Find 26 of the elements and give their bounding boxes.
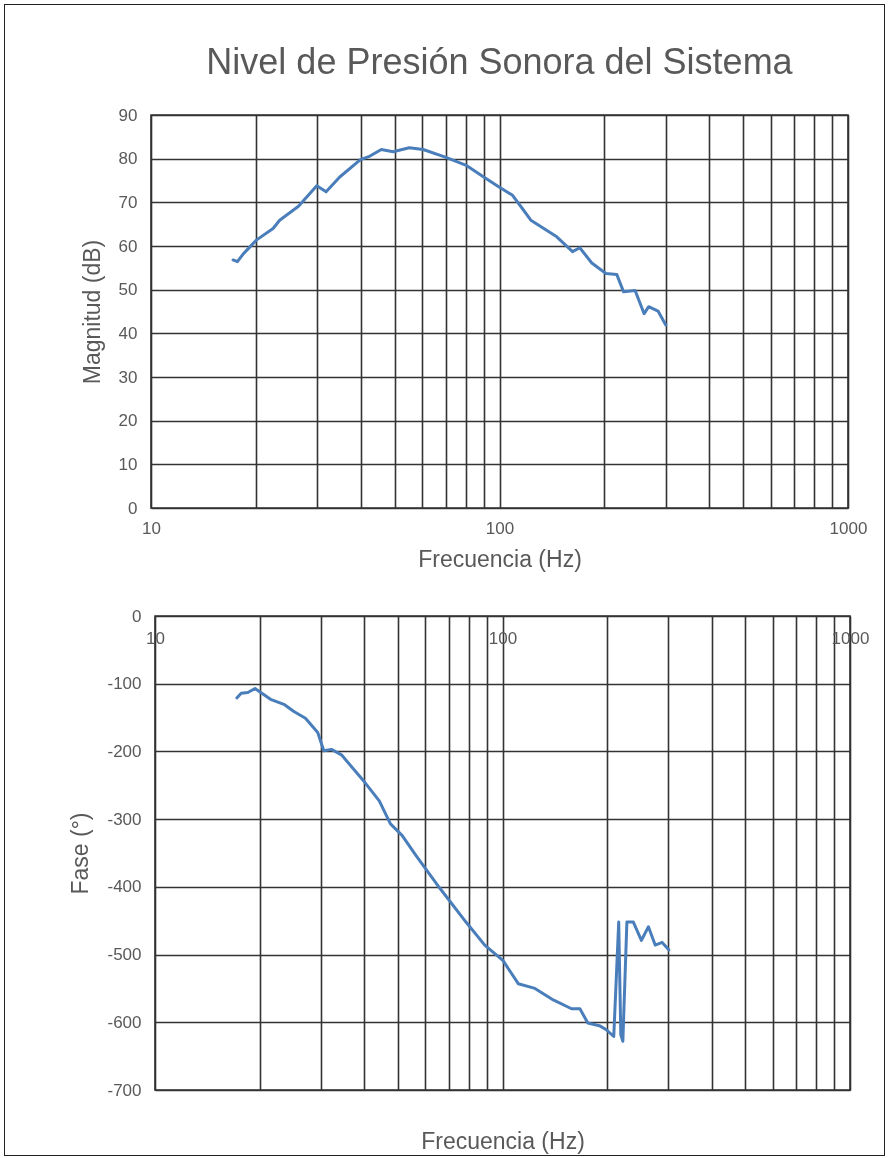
x-axis-title: Frecuencia (Hz) <box>418 545 582 572</box>
y-tick-label: -600 <box>107 1012 142 1032</box>
y-tick-label: 30 <box>118 367 138 387</box>
y-tick-label: 40 <box>118 323 138 343</box>
y-tick-label: -200 <box>107 741 142 761</box>
x-axis-title: Frecuencia (Hz) <box>421 1127 585 1154</box>
y-tick-label: 60 <box>118 236 138 256</box>
y-tick-label: 0 <box>132 606 142 626</box>
y-tick-label: 90 <box>118 105 138 125</box>
y-tick-label: -100 <box>107 674 142 694</box>
y-tick-label: 80 <box>118 149 138 169</box>
y-tick-label: 70 <box>118 192 138 212</box>
y-tick-label: -300 <box>107 809 142 829</box>
y-tick-label: 20 <box>118 411 138 431</box>
y-tick-label: 10 <box>118 454 138 474</box>
y-tick-label: -700 <box>107 1080 142 1100</box>
y-axis-title: Fase (°) <box>67 812 94 895</box>
y-tick-label: -400 <box>107 877 142 897</box>
x-tick-label: 100 <box>485 518 515 538</box>
y-tick-label: 50 <box>118 280 138 300</box>
x-tick-label: 1000 <box>829 518 868 538</box>
x-tick-label: 10 <box>142 518 161 538</box>
chart-title: Nivel de Presión Sonora del Sistema <box>206 41 794 82</box>
y-tick-label: 0 <box>128 498 138 518</box>
y-axis-title: Magnitud (dB) <box>78 239 105 385</box>
y-tick-label: -500 <box>107 945 142 965</box>
